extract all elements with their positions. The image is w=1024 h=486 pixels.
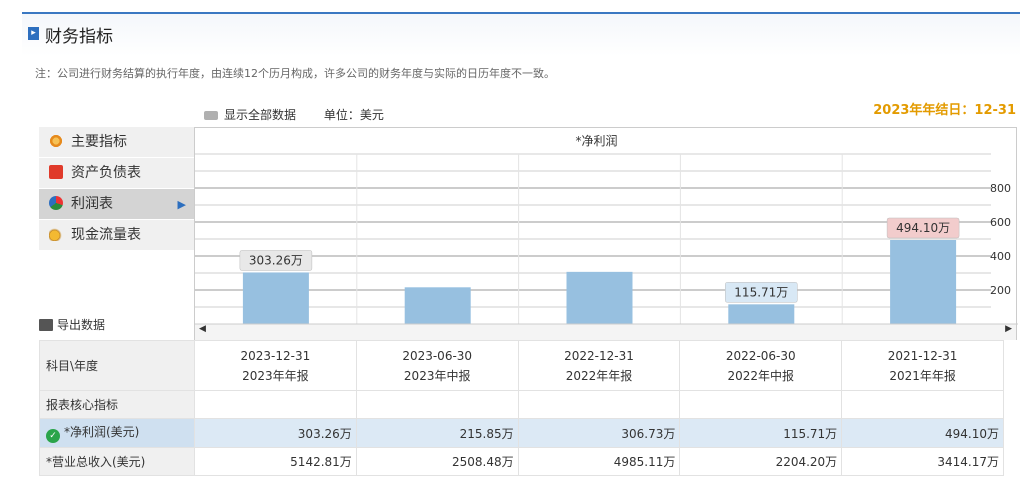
chart-title: *净利润 [575,134,617,148]
table-section-row: 报表核心指标 [39,390,1004,419]
fiscal-year-end: 2023年年结日：12-31 [873,103,1016,118]
unit-label: 单位：美元 [323,108,384,122]
pie-chart-icon [49,196,63,210]
check-circle-icon: ✓ [46,429,60,443]
data-label-box [725,282,798,303]
coins-icon [49,227,63,241]
sidebar-item-label: 利润表 [71,196,113,212]
data-label: 303.26万 [249,253,303,267]
section-title: 财务指标 [45,27,113,47]
chart-toolbar: 显示全部数据 单位：美元 [204,106,384,123]
data-label: 115.71万 [734,285,788,299]
bar [404,287,471,324]
y-tick-label: 800 [990,182,1011,195]
table-cell: 2508.48万 [355,447,519,476]
bar [242,272,309,324]
section-label: 报表核心指标 [39,390,195,419]
sidebar-item-cash-flow[interactable]: 现金流量表 [39,220,194,251]
y-tick-label: 600 [990,216,1011,229]
sidebar-item-label: 现金流量表 [71,227,141,243]
table-cell: 494.10万 [841,418,1004,448]
bar [566,271,633,324]
table-cell: 3414.17万 [841,447,1004,476]
table-column-header: 2022-06-30 2022年中报 [679,340,843,391]
table-header-label: 科目\年度 [39,340,195,391]
table-cell: 306.73万 [517,418,681,448]
table-column-header: 2021-12-31 2021年年报 [841,340,1004,391]
column-date: 2021-12-31 [887,348,958,363]
bar [890,240,957,324]
sidebar-item-income-statement[interactable]: 利润表 ▶ [39,189,194,220]
column-date: 2023-06-30 [402,348,473,363]
table-row-net-profit[interactable]: ✓ *净利润(美元) 303.26万 215.85万 306.73万 115.71… [39,418,1004,448]
table-cell: 4985.11万 [517,447,681,476]
table-cell: 215.85万 [355,418,519,448]
export-icon [39,319,53,331]
y-tick-label: 400 [990,250,1011,263]
column-report-type: 2022年中报 [727,368,795,383]
scroll-right-arrow[interactable]: ▶ [1005,324,1012,334]
gear-icon [49,134,63,148]
y-tick-label: 200 [990,284,1011,297]
show-all-toggle[interactable]: 显示全部数据 [204,108,300,122]
scrollbar-track [195,324,1016,340]
column-report-type: 2021年年报 [889,368,956,383]
column-report-type: 2023年年报 [242,368,309,383]
table-column-header: 2022-12-31 2022年年报 [517,340,681,391]
table-cell: 5142.81万 [194,447,357,476]
bar [728,304,795,324]
row-label-text: *净利润(美元) [64,425,140,439]
sidebar: 主要指标 资产负债表 利润表 ▶ 现金流量表 [39,127,194,251]
chevron-right-icon: ▶ [177,198,186,211]
column-report-type: 2022年年报 [565,368,633,383]
column-report-type: 2023年中报 [403,368,471,383]
show-all-label: 显示全部数据 [224,108,297,122]
scroll-left-arrow[interactable]: ◀ [199,324,206,334]
financial-table: 科目\年度 2023-12-31 2023年年报 2023-06-30 2023年中… [39,340,1004,476]
table-cell: 303.26万 [194,418,357,448]
table-row-total-revenue[interactable]: *营业总收入(美元) 5142.81万 2508.48万 4985.11万 22… [39,447,1004,476]
section-header: ▸ 财务指标 [22,12,1020,56]
export-label: 导出数据 [57,318,106,332]
table-cell: 115.71万 [679,418,843,448]
comment-icon [204,111,218,120]
sidebar-item-main-indicators[interactable]: 主要指标 [39,127,194,158]
export-data-button[interactable]: 导出数据 [39,316,105,333]
column-date: 2022-12-31 [564,348,634,363]
data-label: 494.10万 [896,221,950,235]
chart-canvas: *净利润 200 400 600 800 303.26万 115.71万 494.10万 [195,134,1018,340]
column-date: 2023-12-31 [240,348,311,363]
table-cell: 2204.20万 [679,447,843,476]
fiscal-note: 注：公司进行财务结算的执行年度，由连续12个历月构成，许多公司的财务年度与实际的… [35,67,555,80]
column-date: 2022-06-30 [725,348,796,363]
table-column-header: 2023-12-31 2023年年报 [194,340,357,391]
sidebar-item-label: 主要指标 [71,134,127,150]
net-profit-chart: *净利润 200 400 600 800 303.26万 115.71万 494.10万 ◀ … [194,127,1018,340]
table-column-header: 2023-06-30 2023年中报 [355,340,519,391]
data-label-box [886,217,960,239]
sidebar-item-label: 资产负债表 [71,165,141,181]
row-label: ✓ *净利润(美元) [39,418,195,448]
document-icon [49,165,63,179]
sidebar-item-balance-sheet[interactable]: 资产负债表 [39,158,194,189]
data-label-box [239,250,313,271]
row-label: *营业总收入(美元) [39,447,195,476]
table-header-row: 科目\年度 2023-12-31 2023年年报 2023-06-30 2023年中… [39,340,1004,391]
section-arrow-icon: ▸ [28,27,39,40]
